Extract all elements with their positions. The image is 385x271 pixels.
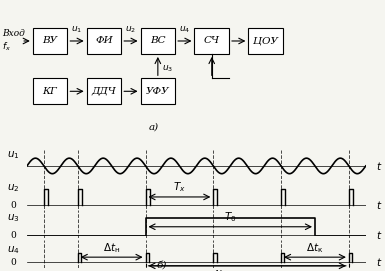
Text: 0: 0 — [10, 231, 16, 240]
Text: $t$: $t$ — [376, 229, 382, 241]
Text: $f_x$: $f_x$ — [2, 40, 11, 53]
Text: УФУ: УФУ — [146, 87, 170, 96]
Text: $N_x$ импульсов: $N_x$ импульсов — [214, 268, 280, 271]
Text: 0: 0 — [10, 258, 16, 267]
Text: $\Delta t_{\text{к}}$: $\Delta t_{\text{к}}$ — [306, 241, 323, 255]
Bar — [141, 78, 175, 104]
Text: ВУ: ВУ — [42, 37, 58, 46]
Bar — [33, 28, 67, 54]
Text: $u_4$: $u_4$ — [7, 244, 20, 256]
Text: $t$: $t$ — [376, 160, 382, 172]
Text: Вход: Вход — [2, 29, 25, 38]
Bar — [141, 28, 175, 54]
Bar — [194, 28, 229, 54]
Text: ФИ: ФИ — [95, 37, 113, 46]
Text: $u_3$: $u_3$ — [162, 64, 173, 74]
Bar — [87, 28, 121, 54]
Text: ДДЧ: ДДЧ — [92, 87, 116, 96]
Text: $T_0$: $T_0$ — [224, 211, 236, 224]
Text: $t$: $t$ — [376, 199, 382, 211]
Text: $T_x$: $T_x$ — [173, 180, 186, 193]
Bar — [248, 28, 283, 54]
Bar — [87, 78, 121, 104]
Text: $u_1$: $u_1$ — [71, 25, 83, 36]
Text: ЦОУ: ЦОУ — [253, 37, 278, 46]
Text: КГ: КГ — [43, 87, 57, 96]
Text: $u_1$: $u_1$ — [7, 150, 20, 162]
Text: $u_3$: $u_3$ — [7, 212, 20, 224]
Text: $t$: $t$ — [376, 256, 382, 268]
Text: $u_4$: $u_4$ — [179, 25, 191, 36]
Text: 0: 0 — [10, 201, 16, 210]
Text: ВС: ВС — [150, 37, 166, 46]
Text: СЧ: СЧ — [204, 37, 220, 46]
Text: б): б) — [157, 261, 167, 270]
Text: а): а) — [149, 122, 159, 131]
Bar — [33, 78, 67, 104]
Text: $u_2$: $u_2$ — [7, 183, 20, 195]
Text: $u_2$: $u_2$ — [126, 25, 136, 36]
Text: $\Delta t_{\text{н}}$: $\Delta t_{\text{н}}$ — [103, 241, 120, 255]
